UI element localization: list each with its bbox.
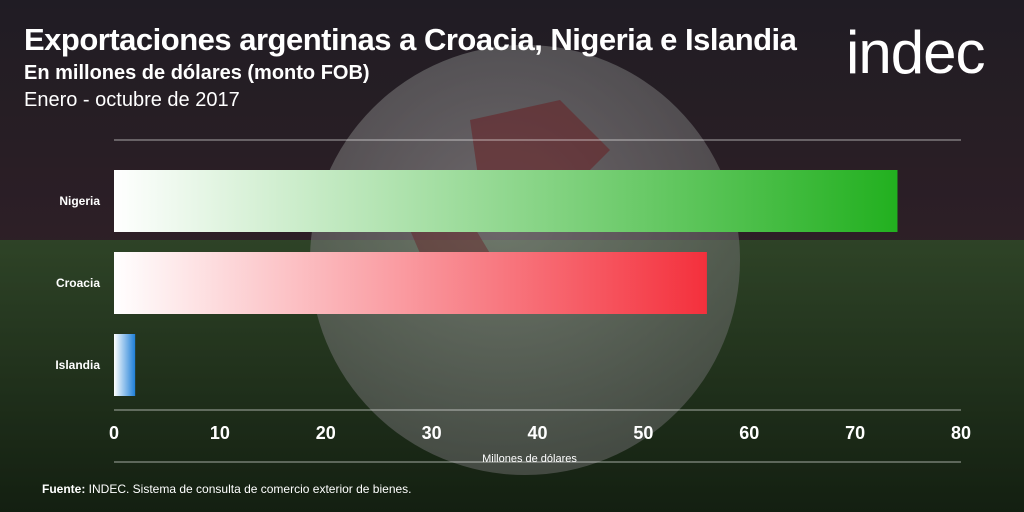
- bar-croacia: [114, 252, 707, 314]
- category-label-islandia: Islandia: [55, 358, 100, 372]
- x-tick-label-60: 60: [739, 423, 759, 443]
- bar-islandia: [114, 334, 136, 396]
- source-label: Fuente:: [42, 482, 86, 496]
- x-tick-label-20: 20: [316, 423, 336, 443]
- x-tick-label-50: 50: [633, 423, 653, 443]
- chart-subtitle: En millones de dólares (monto FOB): [24, 62, 370, 84]
- x-axis-title: Millones de dólares: [482, 453, 577, 465]
- x-tick-label-80: 80: [951, 423, 971, 443]
- x-tick-label-40: 40: [527, 423, 547, 443]
- chart-period: Enero - octubre de 2017: [24, 89, 240, 111]
- chart-title: Exportaciones argentinas a Croacia, Nige…: [24, 22, 797, 57]
- x-tick-label-70: 70: [845, 423, 865, 443]
- source-note: Fuente: INDEC. Sistema de consulta de co…: [42, 482, 412, 496]
- category-label-nigeria: Nigeria: [59, 194, 100, 208]
- x-tick-label-30: 30: [422, 423, 442, 443]
- source-text: INDEC. Sistema de consulta de comercio e…: [85, 482, 412, 496]
- x-tick-label-10: 10: [210, 423, 230, 443]
- bar-nigeria: [114, 170, 898, 232]
- x-tick-label-0: 0: [109, 423, 119, 443]
- category-label-croacia: Croacia: [56, 276, 100, 290]
- indec-logo: indec: [846, 19, 985, 86]
